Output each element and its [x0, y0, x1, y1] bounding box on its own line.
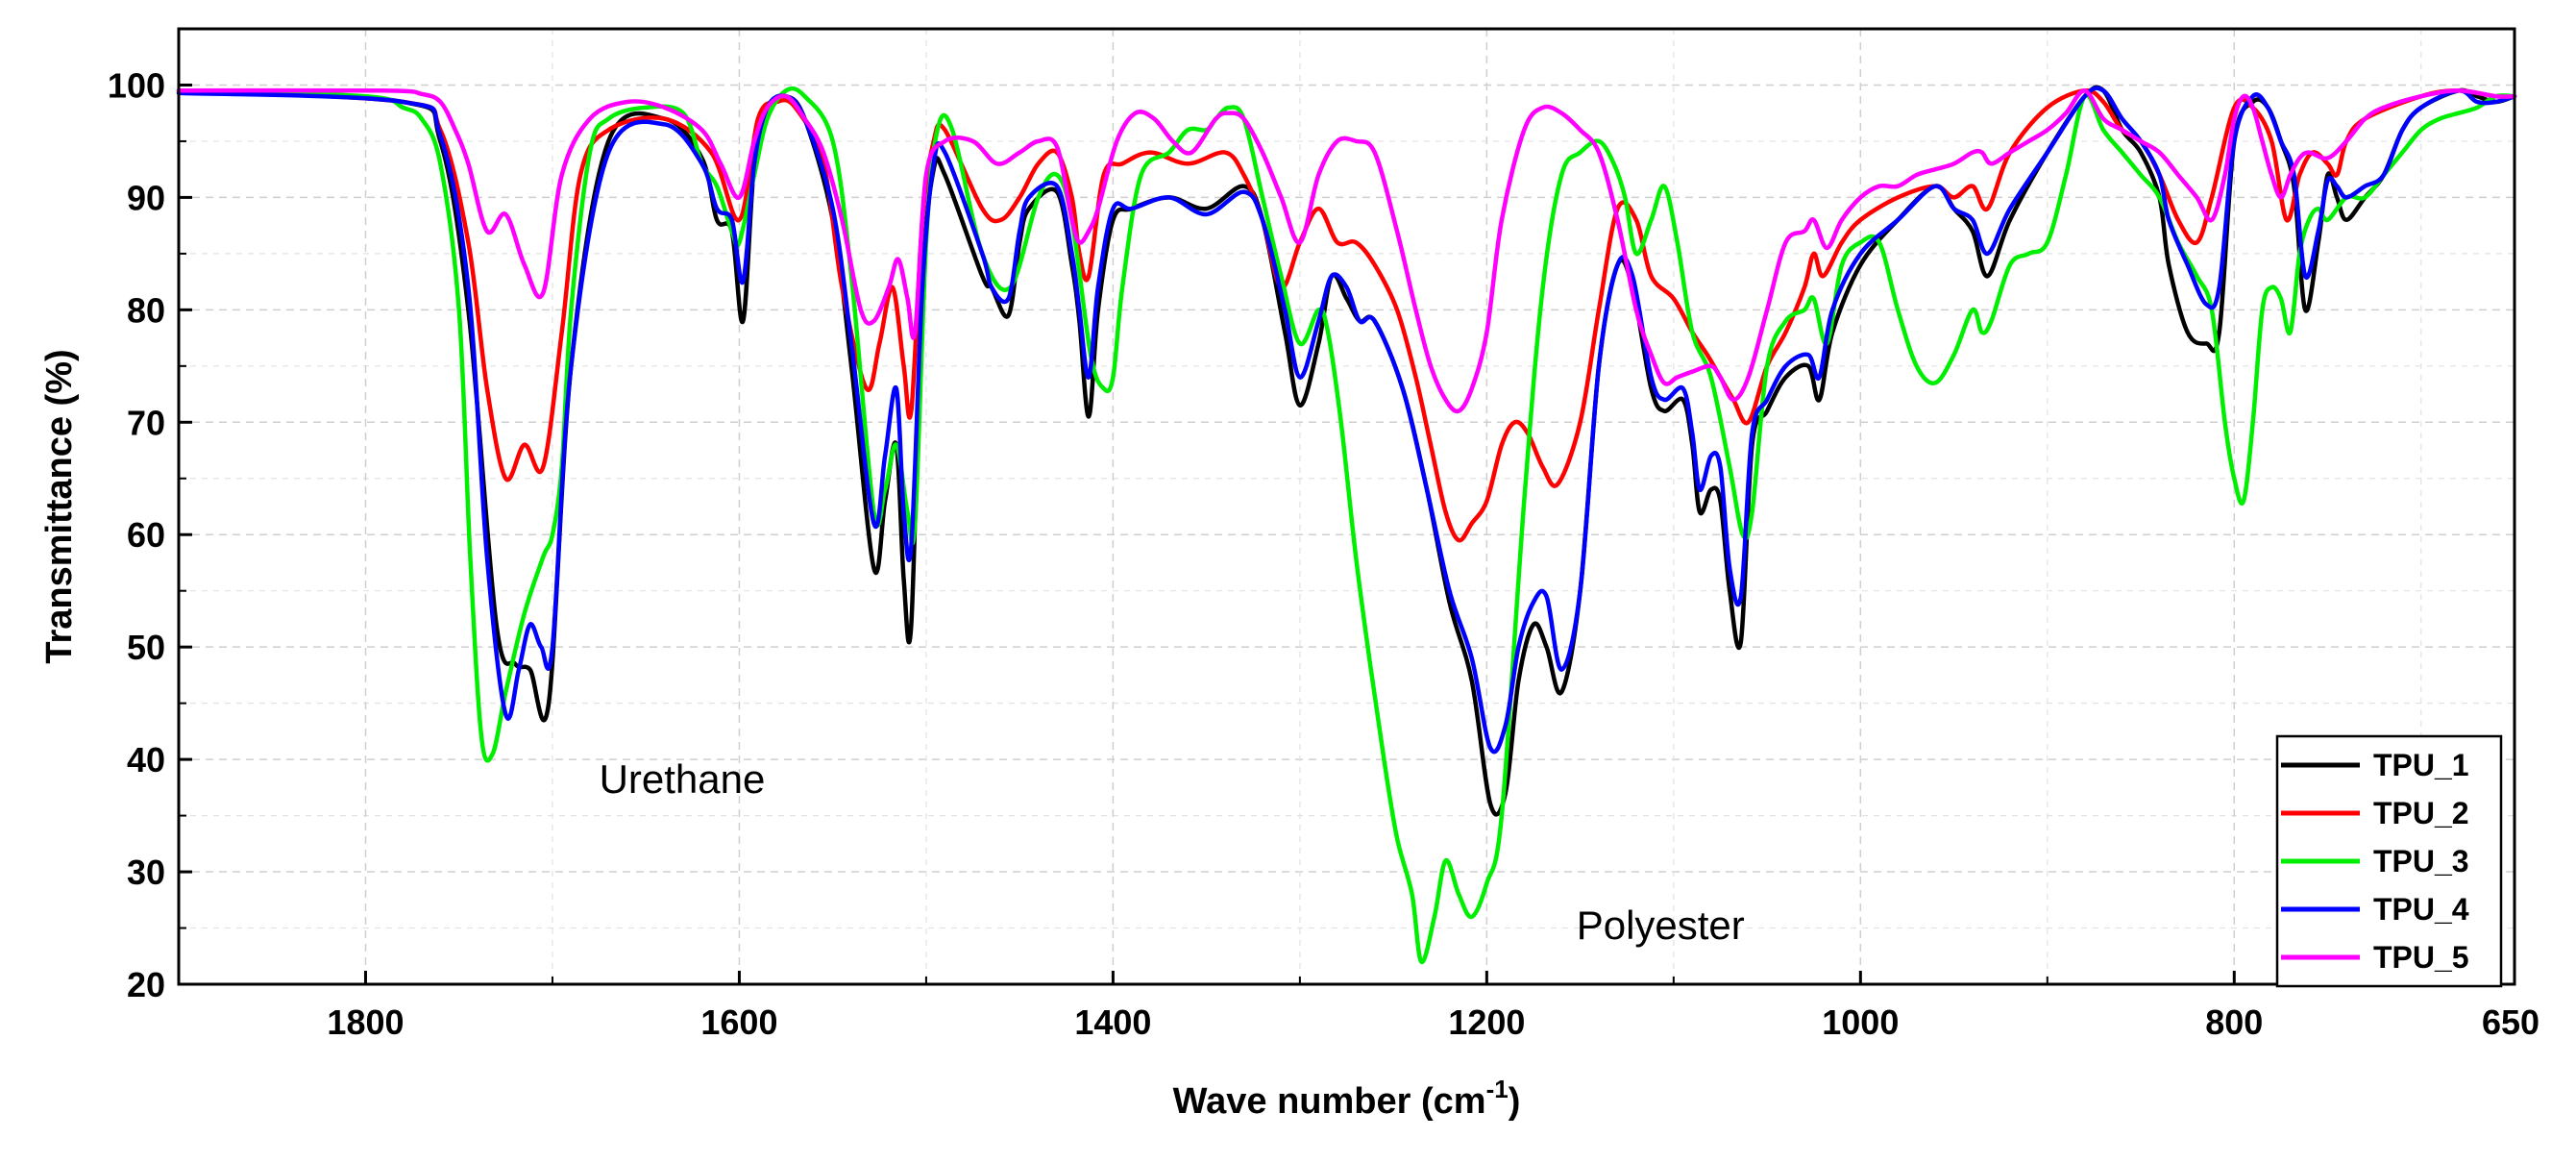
x-tick-label: 1000 — [1822, 1002, 1899, 1042]
y-tick-label: 50 — [127, 628, 165, 667]
x-axis-title: Wave number (cm-1) — [1173, 1075, 1521, 1122]
plot-frame — [177, 27, 2516, 986]
y-tick-label: 40 — [127, 740, 165, 779]
x-tick-label: 1800 — [327, 1002, 404, 1042]
x-tick-label: 1400 — [1074, 1002, 1151, 1042]
x-tick-label: 650 — [2482, 1002, 2539, 1042]
legend-label: TPU_5 — [2373, 940, 2469, 975]
x-axis-title-sup: -1 — [1486, 1075, 1509, 1103]
legend-label: TPU_3 — [2373, 844, 2469, 878]
x-axis-title-main: Wave number (cm — [1173, 1081, 1486, 1122]
axis-ticks: 20 30 40 50 60 70 80 90 100 1800 1600 1400 1200 1000 8… — [108, 65, 2539, 1042]
y-tick-label: 100 — [108, 65, 165, 105]
y-tick-label: 30 — [127, 853, 165, 892]
y-tick-label: 80 — [127, 290, 165, 330]
legend: TPU_1 TPU_2 TPU_3 TPU_4 TPU_5 — [2275, 734, 2503, 988]
grid-lines — [178, 29, 2515, 984]
legend-label: TPU_4 — [2373, 892, 2469, 927]
annotation-label: Urethane — [600, 756, 766, 802]
series-line-tpu-5 — [176, 87, 2517, 414]
x-tick-label: 1200 — [1448, 1002, 1525, 1042]
legend-label: TPU_1 — [2373, 748, 2469, 782]
x-tick-label: 1600 — [700, 1002, 777, 1042]
annotations: Urethane Polyester — [600, 756, 1745, 948]
series-line-tpu-4 — [176, 86, 2517, 755]
annotation-label: Polyester — [1577, 903, 1745, 948]
y-axis-title: Transmittance (%) — [39, 349, 80, 663]
y-tick-label: 20 — [127, 965, 165, 1004]
y-tick-label: 70 — [127, 403, 165, 442]
y-tick-label: 90 — [127, 178, 165, 217]
series-lines — [176, 85, 2517, 964]
x-axis-title-tail: ) — [1509, 1081, 1521, 1122]
y-tick-label: 60 — [127, 515, 165, 555]
legend-label: TPU_2 — [2373, 796, 2469, 830]
x-tick-label: 800 — [2205, 1002, 2263, 1042]
